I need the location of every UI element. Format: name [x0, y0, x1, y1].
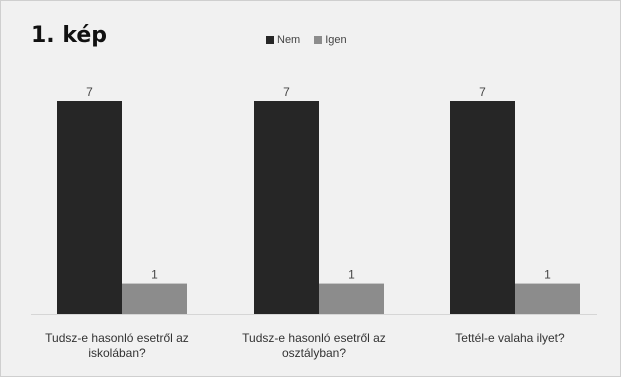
- bar-nem-1: [57, 101, 122, 314]
- legend-swatch-nem: [266, 36, 274, 44]
- category-label-2: Tudsz-e hasonló esetről az osztályban?: [242, 331, 386, 360]
- data-label-nem-2: 7: [283, 85, 290, 99]
- category-label-3: Tettél-e valaha ilyet?: [455, 331, 565, 345]
- data-label-igen-2: 1: [348, 268, 355, 282]
- legend-label-igen: Igen: [325, 34, 347, 46]
- legend-item-nem: Nem: [266, 34, 300, 46]
- bar-igen-3: [515, 283, 580, 314]
- legend-label-nem: Nem: [277, 34, 301, 46]
- data-label-igen-1: 1: [151, 268, 158, 282]
- legend: Nem Igen: [266, 34, 347, 46]
- data-label-nem-3: 7: [479, 85, 486, 99]
- legend-swatch-igen: [314, 36, 323, 44]
- bar-igen-2: [319, 283, 384, 314]
- bar-nem-2: [254, 101, 319, 314]
- bar-igen-1: [122, 283, 187, 314]
- legend-item-igen: Igen: [314, 34, 347, 46]
- data-label-nem-1: 7: [86, 85, 93, 99]
- chart-title: 1. kép: [31, 23, 108, 48]
- bar-nem-3: [450, 101, 515, 314]
- data-label-igen-3: 1: [544, 268, 551, 282]
- category-label-1: Tudsz-e hasonló esetről az iskolában?: [45, 331, 189, 360]
